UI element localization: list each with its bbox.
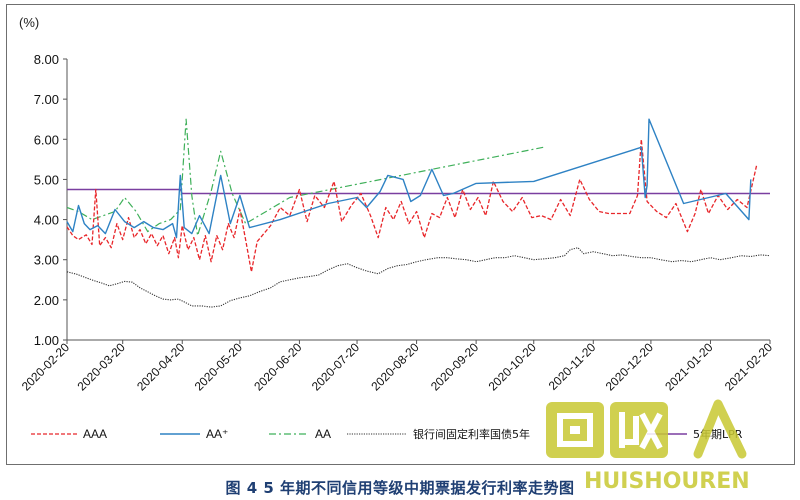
x-tick-label: 2021-01-20: [662, 340, 716, 394]
legend-label: AA⁺: [206, 427, 228, 441]
legend-label: AA: [315, 427, 331, 441]
series-line-0: [66, 138, 758, 273]
x-tick-label: 2020-02-20: [19, 340, 73, 394]
x-tick-label: 2020-12-20: [603, 340, 657, 394]
x-tick-label: 2020-06-20: [251, 340, 305, 394]
series-line-2: [66, 118, 544, 237]
series-line-3: [66, 247, 771, 308]
x-tick-label: 2020-11-20: [546, 340, 599, 393]
series-line-4: [67, 188, 770, 195]
x-tick-label: 2021-02-20: [722, 340, 776, 394]
x-tick-label: 2020-03-20: [75, 340, 129, 394]
y-tick-label: 5.00: [34, 172, 59, 187]
y-unit-label: (%): [19, 15, 39, 30]
figure-caption: 图 4 5 年期不同信用等级中期票据发行利率走势图: [225, 479, 575, 497]
x-tick-label: 2020-09-20: [428, 340, 482, 394]
x-tick-label: 2020-04-20: [134, 340, 188, 394]
line-chart: 1.00 2.00 3.00 4.00 5.00 6.00 7.00 8.00 2020-02-…: [19, 15, 776, 441]
legend-label: 5年期LPR: [693, 427, 743, 441]
chart-frame: 1.00 2.00 3.00 4.00 5.00 6.00 7.00 8.00 2020-02-…: [6, 4, 795, 465]
y-tick-label: 3.00: [34, 253, 59, 268]
y-tick-label: 7.00: [34, 92, 59, 107]
y-tick-label: 4.00: [34, 213, 59, 228]
legend-label: 银行间固定利率国债5年: [413, 427, 530, 441]
y-tick-label: 2.00: [34, 293, 59, 308]
x-tick-label: 2020-08-20: [368, 340, 422, 394]
x-tick-label: 2020-07-20: [309, 340, 363, 394]
x-tick-label: 2020-10-20: [486, 340, 540, 394]
y-tick-label: 6.00: [34, 132, 59, 147]
series-line-1: [66, 118, 752, 239]
x-tick-label: 2020-05-20: [192, 340, 246, 394]
y-tick-label: 8.00: [34, 52, 59, 67]
y-tick-label: 1.00: [34, 333, 59, 348]
legend-label: AAA: [83, 427, 107, 441]
